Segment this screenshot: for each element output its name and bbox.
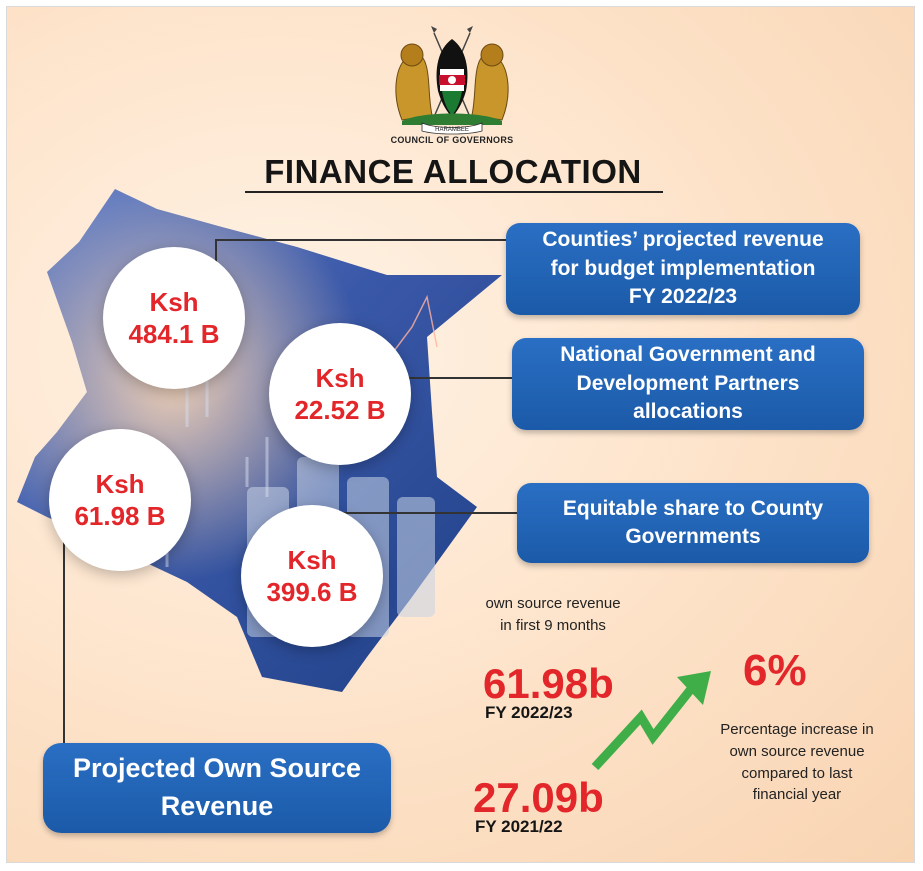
previous-fiscal-year: FY 2021/22 — [475, 817, 563, 836]
own-source-box: Projected Own Source Revenue — [43, 743, 391, 833]
box-line: Projected Own Source — [72, 753, 362, 784]
box-line: Development Partners — [576, 371, 800, 395]
page-title: FINANCE ALLOCATION — [264, 153, 642, 190]
box-line: Equitable share to County — [562, 496, 824, 520]
current-fiscal-year: FY 2022/23 — [485, 703, 573, 722]
increase-caption: Percentage increase in own source revenu… — [697, 719, 897, 806]
box-line: National Government and — [560, 343, 816, 367]
connector-line — [383, 377, 515, 379]
percentage-increase: 6% — [743, 646, 807, 695]
caption-line: own source revenue — [485, 595, 621, 612]
connector-line — [215, 239, 515, 241]
amount-value: 61.98 B — [74, 501, 166, 531]
box-line: FY 2022/23 — [628, 285, 738, 309]
current-own-source-value: 61.98b — [483, 660, 614, 707]
box-line: Counties’ projected revenue — [542, 228, 824, 252]
projected-revenue-box: Counties’ projected revenue for budget i… — [506, 223, 860, 315]
box-line: Revenue — [160, 791, 274, 821]
currency-label: Ksh — [287, 544, 337, 575]
caption-line: compared to last — [741, 764, 853, 782]
amount-value: 22.52 B — [294, 395, 386, 425]
amount-value: 399.6 B — [266, 577, 358, 607]
coat-of-arms-icon: HARAMBEE — [395, 26, 509, 135]
title-underline — [245, 191, 663, 193]
connector-line — [215, 239, 217, 273]
box-line: allocations — [633, 400, 743, 424]
national-government-amount: Ksh 22.52 B — [269, 323, 411, 465]
equitable-share-box: Equitable share to County Governments — [517, 483, 869, 563]
connector-line — [309, 512, 519, 514]
equitable-share-amount: Ksh 399.6 B — [241, 505, 383, 647]
own-source-amount: Ksh 61.98 B — [49, 429, 191, 571]
connector-line — [63, 497, 65, 757]
box-line: Governments — [625, 525, 761, 548]
infographic: HARAMBEE COUNCIL OF GOVERNORS FINANCE AL… — [6, 6, 915, 863]
currency-label: Ksh — [95, 468, 145, 499]
motto-text: HARAMBEE — [435, 127, 469, 133]
org-name: COUNCIL OF GOVERNORS — [390, 135, 514, 145]
previous-own-source-value: 27.09b — [473, 774, 604, 821]
projected-revenue-amount: Ksh 484.1 B — [103, 247, 245, 389]
amount-value: 484.1 B — [128, 319, 220, 349]
caption-line: Percentage increase in — [720, 721, 874, 738]
box-line: for budget implementation — [550, 256, 816, 280]
caption-line: financial year — [752, 786, 842, 804]
caption-line: in first 9 months — [500, 616, 606, 634]
currency-label: Ksh — [149, 286, 199, 317]
currency-label: Ksh — [315, 362, 365, 393]
national-government-box: National Government and Development Part… — [512, 338, 864, 430]
growth-arrow-icon — [591, 671, 711, 771]
own-source-caption: own source revenue in first 9 months — [453, 593, 653, 637]
caption-line: own source revenue — [729, 742, 865, 760]
